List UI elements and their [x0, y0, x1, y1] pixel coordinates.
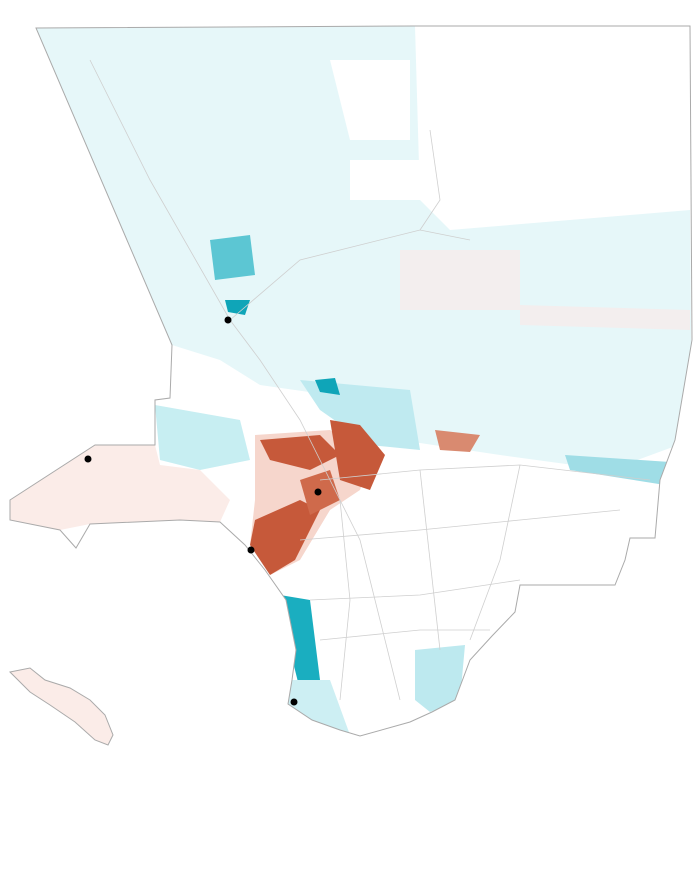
blank-area — [350, 160, 430, 200]
road — [419, 129, 441, 231]
road — [339, 499, 351, 701]
road — [309, 579, 521, 601]
high-area — [260, 435, 340, 470]
valley-area — [155, 405, 250, 470]
location-dot — [84, 455, 92, 463]
peninsula-area — [288, 680, 350, 735]
island — [8, 667, 114, 746]
roads — [89, 59, 651, 701]
county-outline — [9, 25, 693, 737]
blank-area — [330, 60, 410, 140]
high-area — [330, 420, 385, 490]
cluster — [435, 430, 480, 452]
road — [419, 469, 441, 651]
road — [469, 464, 521, 641]
road — [319, 629, 490, 641]
locations — [84, 316, 322, 706]
cluster — [225, 300, 250, 315]
blank-area — [440, 30, 690, 210]
neutral-area — [400, 250, 520, 310]
location-dot — [247, 546, 255, 554]
west-region — [10, 445, 230, 530]
road — [319, 464, 651, 481]
neutral-area — [520, 305, 690, 330]
high-area — [250, 500, 320, 575]
north-region — [36, 26, 692, 470]
road — [299, 509, 621, 541]
cluster — [315, 378, 340, 395]
cluster — [565, 455, 670, 485]
location-dot — [290, 698, 298, 706]
location-dot — [224, 316, 232, 324]
foothill-area — [300, 380, 420, 450]
harbor-area — [415, 645, 465, 712]
location-dot — [314, 488, 322, 496]
road — [89, 59, 401, 701]
road — [229, 229, 471, 321]
cluster — [210, 235, 255, 280]
